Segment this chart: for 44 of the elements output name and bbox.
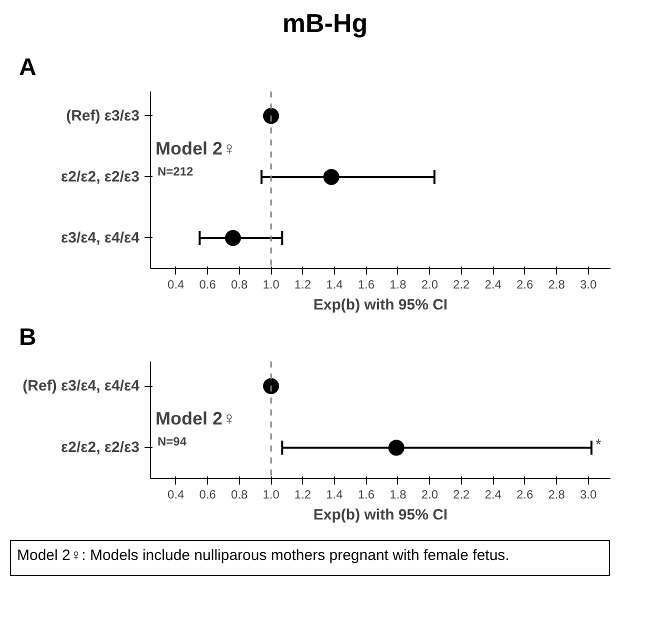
x-tick-label: 1.0 <box>262 488 280 502</box>
x-axis-title: Exp(b) with 95% CI <box>313 506 448 524</box>
x-tick-label: 1.8 <box>390 278 407 292</box>
x-tick-label: 0.8 <box>230 278 248 292</box>
annotation: Model 2♀ <box>156 138 236 158</box>
x-tick-label: 1.2 <box>294 488 312 502</box>
x-tick-label: 2.4 <box>484 278 502 292</box>
y-tick-label: ε3/ε4, ε4/ε4 <box>60 229 140 246</box>
x-tick-label: 0.4 <box>168 488 185 502</box>
x-tick-label: 1.6 <box>358 488 375 502</box>
x-tick-label: 2.2 <box>453 278 470 292</box>
x-tick-label: 1.0 <box>262 278 280 292</box>
x-tick-label: 1.8 <box>390 488 407 502</box>
annotation: N=94 <box>158 434 187 448</box>
x-tick-label: 2.8 <box>548 278 566 292</box>
chart-subtitle: A <box>19 53 36 83</box>
y-tick-label: ε2/ε2, ε2/ε3 <box>60 439 140 456</box>
text: Model 2♀: Models include nulliparous mothers pregnant with female fetus. <box>17 546 510 566</box>
x-tick-label: 2.0 <box>421 278 438 292</box>
x-tick-label: 2.8 <box>548 488 566 502</box>
y-tick-label: (Ref) ε3/ε3 <box>66 107 140 124</box>
chart-title: mB-Hg <box>282 7 368 40</box>
annotation: N=212 <box>158 164 194 178</box>
x-tick-label: 2.6 <box>516 488 534 502</box>
x-tick-label: 1.6 <box>358 278 375 292</box>
x-tick-label: 0.6 <box>199 488 216 502</box>
x-tick-label: 0.4 <box>168 278 185 292</box>
x-tick-label: 2.2 <box>453 488 470 502</box>
y-tick-label: (Ref) ε3/ε4, ε4/ε4 <box>22 378 140 395</box>
x-axis-title: Exp(b) with 95% CI <box>313 296 448 314</box>
x-tick-label: 3.0 <box>580 278 597 292</box>
x-tick-label: 0.8 <box>230 488 248 502</box>
x-tick-label: 3.0 <box>580 488 597 502</box>
x-tick-label: 2.0 <box>421 488 438 502</box>
x-tick-label: 0.6 <box>199 278 216 292</box>
y-tick-label: ε2/ε2, ε2/ε3 <box>60 168 140 186</box>
x-tick-label: 1.4 <box>326 488 344 502</box>
x-tick-label: 2.4 <box>484 488 502 502</box>
x-tick-label: 1.2 <box>294 278 312 292</box>
annotation: * <box>595 436 602 454</box>
x-tick-label: 2.6 <box>516 278 534 292</box>
x-tick-label: 1.4 <box>326 278 344 292</box>
annotation: Model 2♀ <box>156 408 236 428</box>
chart-subtitle: B <box>19 323 36 353</box>
